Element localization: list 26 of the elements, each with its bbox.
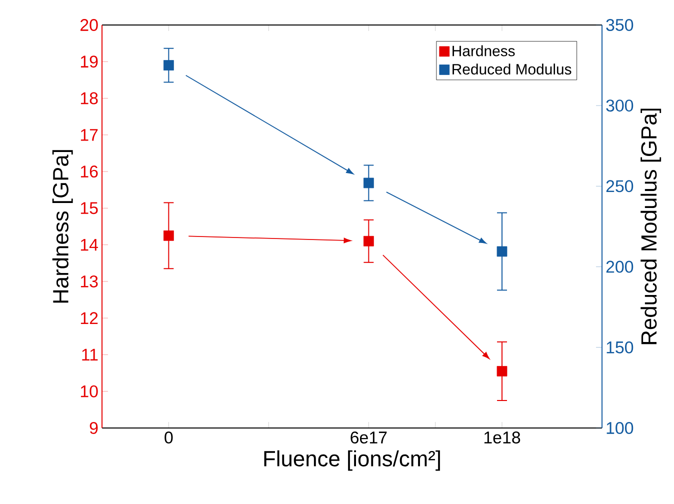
y2-tick-label: 300 bbox=[606, 100, 634, 112]
y-tick-label: 13 bbox=[80, 275, 98, 288]
y-axis-title: Hardness [GPa] bbox=[52, 150, 73, 303]
y-tick-label: 19 bbox=[80, 56, 98, 68]
legend-label: Hardness bbox=[452, 45, 515, 56]
y2-tick-label: 250 bbox=[606, 180, 634, 192]
legend-label: Reduced Modulus bbox=[452, 64, 572, 75]
y-tick-label: 9 bbox=[90, 422, 98, 434]
x-tick-label: 6e17 bbox=[350, 432, 387, 444]
y-tick-label: 20 bbox=[80, 18, 98, 31]
y-tick-label: 14 bbox=[80, 238, 98, 251]
x-tick-label: 0 bbox=[164, 432, 173, 444]
x-tick-label: 1e18 bbox=[484, 432, 520, 444]
y2-tick-label: 350 bbox=[606, 18, 634, 31]
y-tick-label: 17 bbox=[80, 129, 98, 141]
y-tick-label: 12 bbox=[80, 312, 98, 324]
y-tick-label: 11 bbox=[82, 348, 98, 361]
y-tick-label: 18 bbox=[80, 92, 98, 104]
y2-tick-label: 100 bbox=[606, 422, 634, 434]
y2-tick-label: 200 bbox=[606, 260, 634, 273]
y-tick-label: 15 bbox=[80, 202, 98, 214]
y2-axis-title: Reduced Modulus [GPa] bbox=[640, 108, 662, 344]
y-tick-label: 10 bbox=[80, 385, 98, 398]
y-tick-label: 16 bbox=[80, 166, 98, 178]
y2-tick-label: 150 bbox=[606, 341, 634, 354]
x-axis-title: Fluence [ions/cm²] bbox=[264, 450, 440, 471]
